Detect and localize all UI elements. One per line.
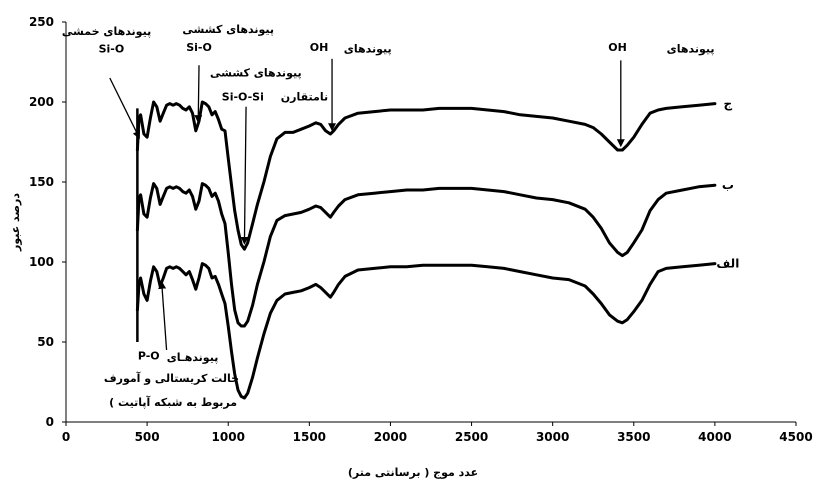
annotation-text: P-O bbox=[138, 350, 160, 363]
x-tick-label: 2000 bbox=[374, 430, 407, 444]
annotation-arrow-5 bbox=[158, 280, 168, 351]
annotation-text: حالت کریستالی و آمورف bbox=[104, 371, 239, 385]
series-label: ب bbox=[722, 178, 734, 192]
series-line-0 bbox=[135, 100, 717, 251]
x-tick-label: 1500 bbox=[293, 430, 326, 444]
annotation-text: پیوندهای bbox=[667, 42, 715, 55]
y-tick-label: 250 bbox=[29, 15, 54, 29]
annotations: پیوندهای خمشی پیوندهای کششی Si-O Si-O پیونده… bbox=[62, 23, 715, 409]
x-tick-label: 500 bbox=[135, 430, 160, 444]
series-label: الف bbox=[716, 257, 739, 271]
x-tick-label: 3500 bbox=[617, 430, 650, 444]
y-tick-label: 150 bbox=[29, 175, 54, 189]
annotation-text: Si-O-Si bbox=[222, 90, 264, 103]
annotation-arrows bbox=[109, 58, 625, 351]
y-tick-label: 0 bbox=[46, 415, 54, 429]
y-tick-label: 100 bbox=[29, 255, 54, 269]
y-tick-label: 200 bbox=[29, 95, 54, 109]
annotation-text: پیوندهای کششی bbox=[182, 23, 274, 36]
series-labels: ج ب الف bbox=[716, 97, 739, 271]
series-lines bbox=[135, 100, 717, 400]
annotation-text: ( مربوط به شبکه آپاتیت bbox=[109, 395, 237, 409]
annotation-text: نامتقارن bbox=[281, 90, 328, 103]
annotation-text: Si-O bbox=[186, 41, 212, 54]
series-line-1 bbox=[135, 182, 717, 328]
y-tick-label: 50 bbox=[37, 335, 54, 349]
annotation-text: Si-O bbox=[99, 42, 125, 55]
annotation-arrow-1 bbox=[194, 65, 203, 124]
annotation-text: پیوندهای bbox=[344, 42, 392, 55]
annotation-arrow-2 bbox=[240, 106, 249, 245]
x-tick-label: 4500 bbox=[779, 430, 812, 444]
annotation-arrow-0 bbox=[109, 77, 140, 139]
axes bbox=[65, 22, 796, 423]
annotation-text: پیوندهای کششی bbox=[210, 66, 302, 79]
annotation-text: پیوندهـای bbox=[167, 351, 219, 364]
x-tick-label: 2500 bbox=[455, 430, 488, 444]
series-label: ج bbox=[724, 97, 733, 111]
annotation-text: OH bbox=[310, 41, 329, 54]
x-tick-label: 1000 bbox=[212, 430, 245, 444]
y-ticks: 0 50 100 150 200 250 bbox=[29, 15, 66, 429]
x-axis-title: عدد موج ( برسانتی متر) bbox=[348, 466, 478, 480]
x-tick-label: 3000 bbox=[536, 430, 569, 444]
x-tick-label: 0 bbox=[62, 430, 70, 444]
y-axis-title: درصد عبور bbox=[9, 193, 22, 252]
series-line-2 bbox=[135, 262, 717, 400]
annotation-text: OH bbox=[608, 41, 627, 54]
annotation-text: پیوندهای خمشی bbox=[62, 25, 151, 38]
x-tick-label: 4000 bbox=[698, 430, 731, 444]
x-ticks: 0 500 1000 1500 2000 2500 3000 3500 4000 4500 bbox=[62, 422, 813, 444]
